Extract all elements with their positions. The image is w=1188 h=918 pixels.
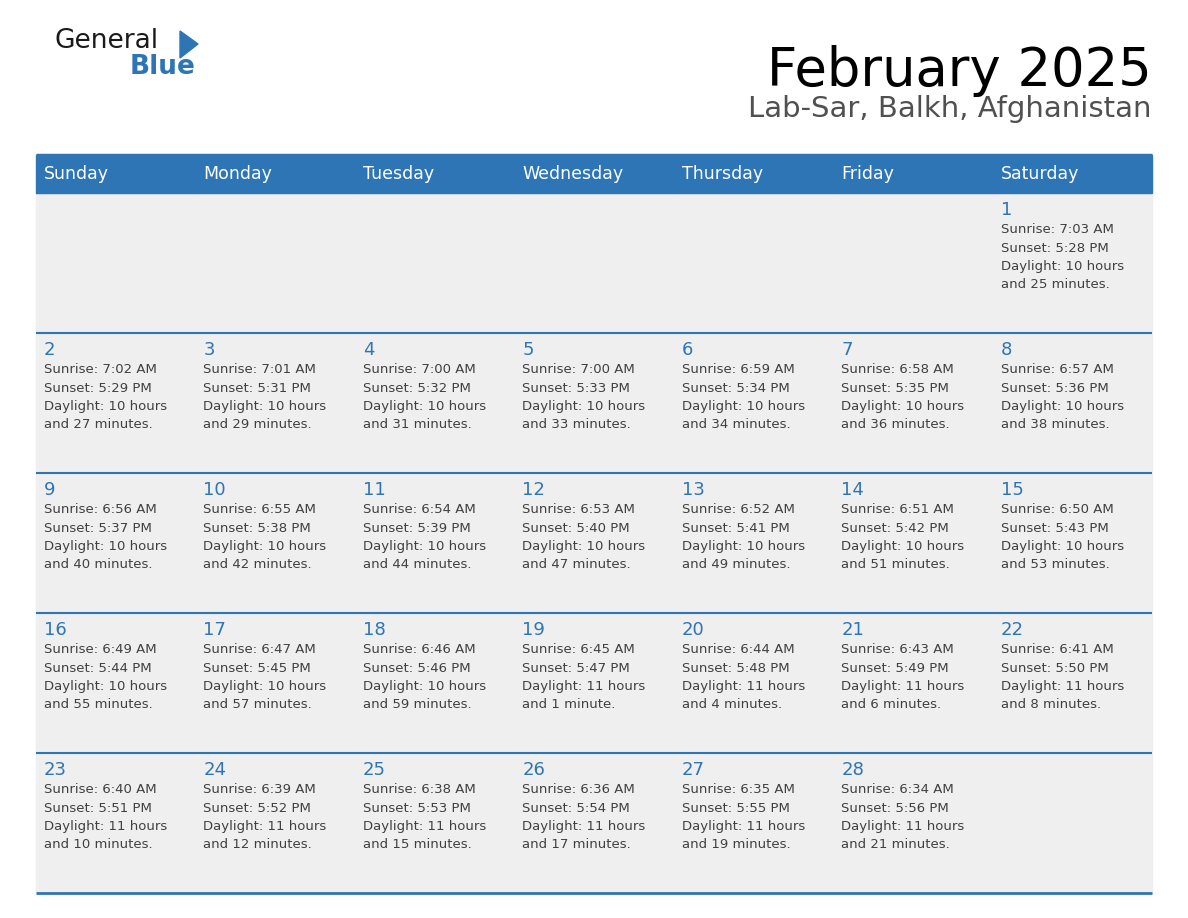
Text: Sunrise: 7:00 AM
Sunset: 5:32 PM
Daylight: 10 hours
and 31 minutes.: Sunrise: 7:00 AM Sunset: 5:32 PM Dayligh…: [362, 363, 486, 431]
Text: Sunrise: 7:02 AM
Sunset: 5:29 PM
Daylight: 10 hours
and 27 minutes.: Sunrise: 7:02 AM Sunset: 5:29 PM Dayligh…: [44, 363, 168, 431]
Text: Tuesday: Tuesday: [362, 165, 434, 183]
Polygon shape: [181, 31, 198, 58]
Text: Sunrise: 6:35 AM
Sunset: 5:55 PM
Daylight: 11 hours
and 19 minutes.: Sunrise: 6:35 AM Sunset: 5:55 PM Dayligh…: [682, 783, 805, 852]
Bar: [36, 333, 1152, 473]
Text: 17: 17: [203, 621, 226, 639]
Text: Lab-Sar, Balkh, Afghanistan: Lab-Sar, Balkh, Afghanistan: [748, 95, 1152, 123]
Text: 4: 4: [362, 341, 374, 359]
Text: Friday: Friday: [841, 165, 895, 183]
Text: Sunrise: 6:39 AM
Sunset: 5:52 PM
Daylight: 11 hours
and 12 minutes.: Sunrise: 6:39 AM Sunset: 5:52 PM Dayligh…: [203, 783, 327, 852]
Text: Sunrise: 6:58 AM
Sunset: 5:35 PM
Daylight: 10 hours
and 36 minutes.: Sunrise: 6:58 AM Sunset: 5:35 PM Dayligh…: [841, 363, 965, 431]
Text: 16: 16: [44, 621, 67, 639]
Text: Sunrise: 6:56 AM
Sunset: 5:37 PM
Daylight: 10 hours
and 40 minutes.: Sunrise: 6:56 AM Sunset: 5:37 PM Dayligh…: [44, 503, 168, 572]
Text: Monday: Monday: [203, 165, 272, 183]
Text: 22: 22: [1000, 621, 1024, 639]
Text: Sunrise: 6:49 AM
Sunset: 5:44 PM
Daylight: 10 hours
and 55 minutes.: Sunrise: 6:49 AM Sunset: 5:44 PM Dayligh…: [44, 643, 168, 711]
Text: Sunrise: 6:44 AM
Sunset: 5:48 PM
Daylight: 11 hours
and 4 minutes.: Sunrise: 6:44 AM Sunset: 5:48 PM Dayligh…: [682, 643, 805, 711]
Text: Sunrise: 6:59 AM
Sunset: 5:34 PM
Daylight: 10 hours
and 34 minutes.: Sunrise: 6:59 AM Sunset: 5:34 PM Dayligh…: [682, 363, 804, 431]
Text: 28: 28: [841, 761, 864, 779]
Text: 1: 1: [1000, 201, 1012, 219]
Text: 26: 26: [523, 761, 545, 779]
Text: Sunday: Sunday: [44, 165, 109, 183]
Text: Blue: Blue: [129, 54, 196, 80]
Text: 9: 9: [44, 481, 56, 499]
Text: Sunrise: 6:52 AM
Sunset: 5:41 PM
Daylight: 10 hours
and 49 minutes.: Sunrise: 6:52 AM Sunset: 5:41 PM Dayligh…: [682, 503, 804, 572]
Bar: [514, 155, 674, 193]
Text: 24: 24: [203, 761, 227, 779]
Bar: [36, 473, 1152, 613]
Text: Sunrise: 7:01 AM
Sunset: 5:31 PM
Daylight: 10 hours
and 29 minutes.: Sunrise: 7:01 AM Sunset: 5:31 PM Dayligh…: [203, 363, 327, 431]
Text: 3: 3: [203, 341, 215, 359]
Bar: [674, 155, 833, 193]
Text: Sunrise: 6:57 AM
Sunset: 5:36 PM
Daylight: 10 hours
and 38 minutes.: Sunrise: 6:57 AM Sunset: 5:36 PM Dayligh…: [1000, 363, 1124, 431]
Text: 18: 18: [362, 621, 386, 639]
Text: Sunrise: 6:36 AM
Sunset: 5:54 PM
Daylight: 11 hours
and 17 minutes.: Sunrise: 6:36 AM Sunset: 5:54 PM Dayligh…: [523, 783, 645, 852]
Text: Sunrise: 6:50 AM
Sunset: 5:43 PM
Daylight: 10 hours
and 53 minutes.: Sunrise: 6:50 AM Sunset: 5:43 PM Dayligh…: [1000, 503, 1124, 572]
Text: General: General: [55, 28, 159, 54]
Bar: [36, 613, 1152, 753]
Bar: [196, 155, 355, 193]
Text: Sunrise: 6:47 AM
Sunset: 5:45 PM
Daylight: 10 hours
and 57 minutes.: Sunrise: 6:47 AM Sunset: 5:45 PM Dayligh…: [203, 643, 327, 711]
Text: Sunrise: 6:40 AM
Sunset: 5:51 PM
Daylight: 11 hours
and 10 minutes.: Sunrise: 6:40 AM Sunset: 5:51 PM Dayligh…: [44, 783, 168, 852]
Text: February 2025: February 2025: [767, 45, 1152, 97]
Text: 10: 10: [203, 481, 226, 499]
Bar: [36, 193, 1152, 333]
Text: 7: 7: [841, 341, 853, 359]
Text: Sunrise: 6:55 AM
Sunset: 5:38 PM
Daylight: 10 hours
and 42 minutes.: Sunrise: 6:55 AM Sunset: 5:38 PM Dayligh…: [203, 503, 327, 572]
Bar: [36, 155, 196, 193]
Text: Thursday: Thursday: [682, 165, 763, 183]
Text: Sunrise: 7:03 AM
Sunset: 5:28 PM
Daylight: 10 hours
and 25 minutes.: Sunrise: 7:03 AM Sunset: 5:28 PM Dayligh…: [1000, 223, 1124, 292]
Bar: [355, 155, 514, 193]
Text: 13: 13: [682, 481, 704, 499]
Text: 23: 23: [44, 761, 67, 779]
Text: Sunrise: 6:54 AM
Sunset: 5:39 PM
Daylight: 10 hours
and 44 minutes.: Sunrise: 6:54 AM Sunset: 5:39 PM Dayligh…: [362, 503, 486, 572]
Text: Sunrise: 6:53 AM
Sunset: 5:40 PM
Daylight: 10 hours
and 47 minutes.: Sunrise: 6:53 AM Sunset: 5:40 PM Dayligh…: [523, 503, 645, 572]
Text: Sunrise: 6:43 AM
Sunset: 5:49 PM
Daylight: 11 hours
and 6 minutes.: Sunrise: 6:43 AM Sunset: 5:49 PM Dayligh…: [841, 643, 965, 711]
Text: 15: 15: [1000, 481, 1023, 499]
Text: Sunrise: 6:46 AM
Sunset: 5:46 PM
Daylight: 10 hours
and 59 minutes.: Sunrise: 6:46 AM Sunset: 5:46 PM Dayligh…: [362, 643, 486, 711]
Text: 14: 14: [841, 481, 864, 499]
Text: Sunrise: 6:38 AM
Sunset: 5:53 PM
Daylight: 11 hours
and 15 minutes.: Sunrise: 6:38 AM Sunset: 5:53 PM Dayligh…: [362, 783, 486, 852]
Text: Wednesday: Wednesday: [523, 165, 624, 183]
Text: 2: 2: [44, 341, 56, 359]
Bar: [833, 155, 992, 193]
Text: 12: 12: [523, 481, 545, 499]
Text: 25: 25: [362, 761, 386, 779]
Text: Saturday: Saturday: [1000, 165, 1079, 183]
Text: Sunrise: 6:34 AM
Sunset: 5:56 PM
Daylight: 11 hours
and 21 minutes.: Sunrise: 6:34 AM Sunset: 5:56 PM Dayligh…: [841, 783, 965, 852]
Text: 6: 6: [682, 341, 693, 359]
Text: 19: 19: [523, 621, 545, 639]
Text: 5: 5: [523, 341, 533, 359]
Bar: [36, 753, 1152, 893]
Text: 11: 11: [362, 481, 386, 499]
Text: Sunrise: 7:00 AM
Sunset: 5:33 PM
Daylight: 10 hours
and 33 minutes.: Sunrise: 7:00 AM Sunset: 5:33 PM Dayligh…: [523, 363, 645, 431]
Text: 27: 27: [682, 761, 704, 779]
Bar: [992, 155, 1152, 193]
Text: Sunrise: 6:45 AM
Sunset: 5:47 PM
Daylight: 11 hours
and 1 minute.: Sunrise: 6:45 AM Sunset: 5:47 PM Dayligh…: [523, 643, 645, 711]
Text: 21: 21: [841, 621, 864, 639]
Text: 8: 8: [1000, 341, 1012, 359]
Text: Sunrise: 6:41 AM
Sunset: 5:50 PM
Daylight: 11 hours
and 8 minutes.: Sunrise: 6:41 AM Sunset: 5:50 PM Dayligh…: [1000, 643, 1124, 711]
Text: Sunrise: 6:51 AM
Sunset: 5:42 PM
Daylight: 10 hours
and 51 minutes.: Sunrise: 6:51 AM Sunset: 5:42 PM Dayligh…: [841, 503, 965, 572]
Text: 20: 20: [682, 621, 704, 639]
